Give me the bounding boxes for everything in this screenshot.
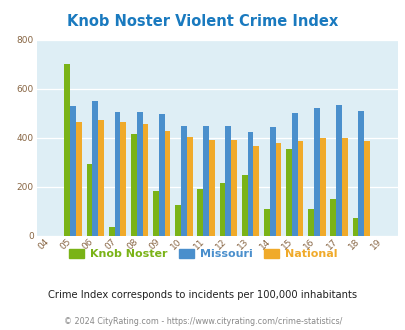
- Bar: [313, 108, 319, 236]
- Bar: [263, 209, 269, 236]
- Bar: [269, 127, 275, 236]
- Bar: [131, 134, 136, 236]
- Bar: [197, 189, 203, 236]
- Bar: [330, 199, 335, 236]
- Bar: [158, 114, 164, 236]
- Bar: [98, 120, 104, 236]
- Bar: [286, 149, 291, 236]
- Bar: [291, 113, 297, 236]
- Bar: [136, 112, 142, 236]
- Bar: [319, 138, 325, 236]
- Bar: [70, 106, 76, 236]
- Bar: [341, 138, 347, 236]
- Bar: [92, 101, 98, 236]
- Bar: [164, 131, 170, 236]
- Bar: [186, 137, 192, 236]
- Bar: [175, 205, 181, 236]
- Bar: [275, 143, 281, 236]
- Text: © 2024 CityRating.com - https://www.cityrating.com/crime-statistics/: © 2024 CityRating.com - https://www.city…: [64, 317, 341, 326]
- Bar: [64, 64, 70, 236]
- Bar: [76, 122, 81, 236]
- Text: Knob Noster Violent Crime Index: Knob Noster Violent Crime Index: [67, 14, 338, 29]
- Bar: [225, 125, 230, 236]
- Bar: [120, 122, 126, 236]
- Bar: [209, 140, 214, 236]
- Bar: [109, 227, 114, 236]
- Bar: [230, 140, 237, 236]
- Bar: [307, 209, 313, 236]
- Bar: [297, 142, 303, 236]
- Bar: [241, 175, 247, 236]
- Bar: [86, 164, 92, 236]
- Legend: Knob Noster, Missouri, National: Knob Noster, Missouri, National: [64, 244, 341, 263]
- Bar: [219, 183, 225, 236]
- Bar: [352, 217, 358, 236]
- Bar: [253, 146, 258, 236]
- Text: Crime Index corresponds to incidents per 100,000 inhabitants: Crime Index corresponds to incidents per…: [48, 290, 357, 300]
- Bar: [247, 132, 253, 236]
- Bar: [142, 124, 148, 236]
- Bar: [358, 111, 363, 236]
- Bar: [203, 126, 209, 236]
- Bar: [153, 190, 158, 236]
- Bar: [114, 112, 120, 236]
- Bar: [363, 142, 369, 236]
- Bar: [335, 105, 341, 236]
- Bar: [181, 125, 186, 236]
